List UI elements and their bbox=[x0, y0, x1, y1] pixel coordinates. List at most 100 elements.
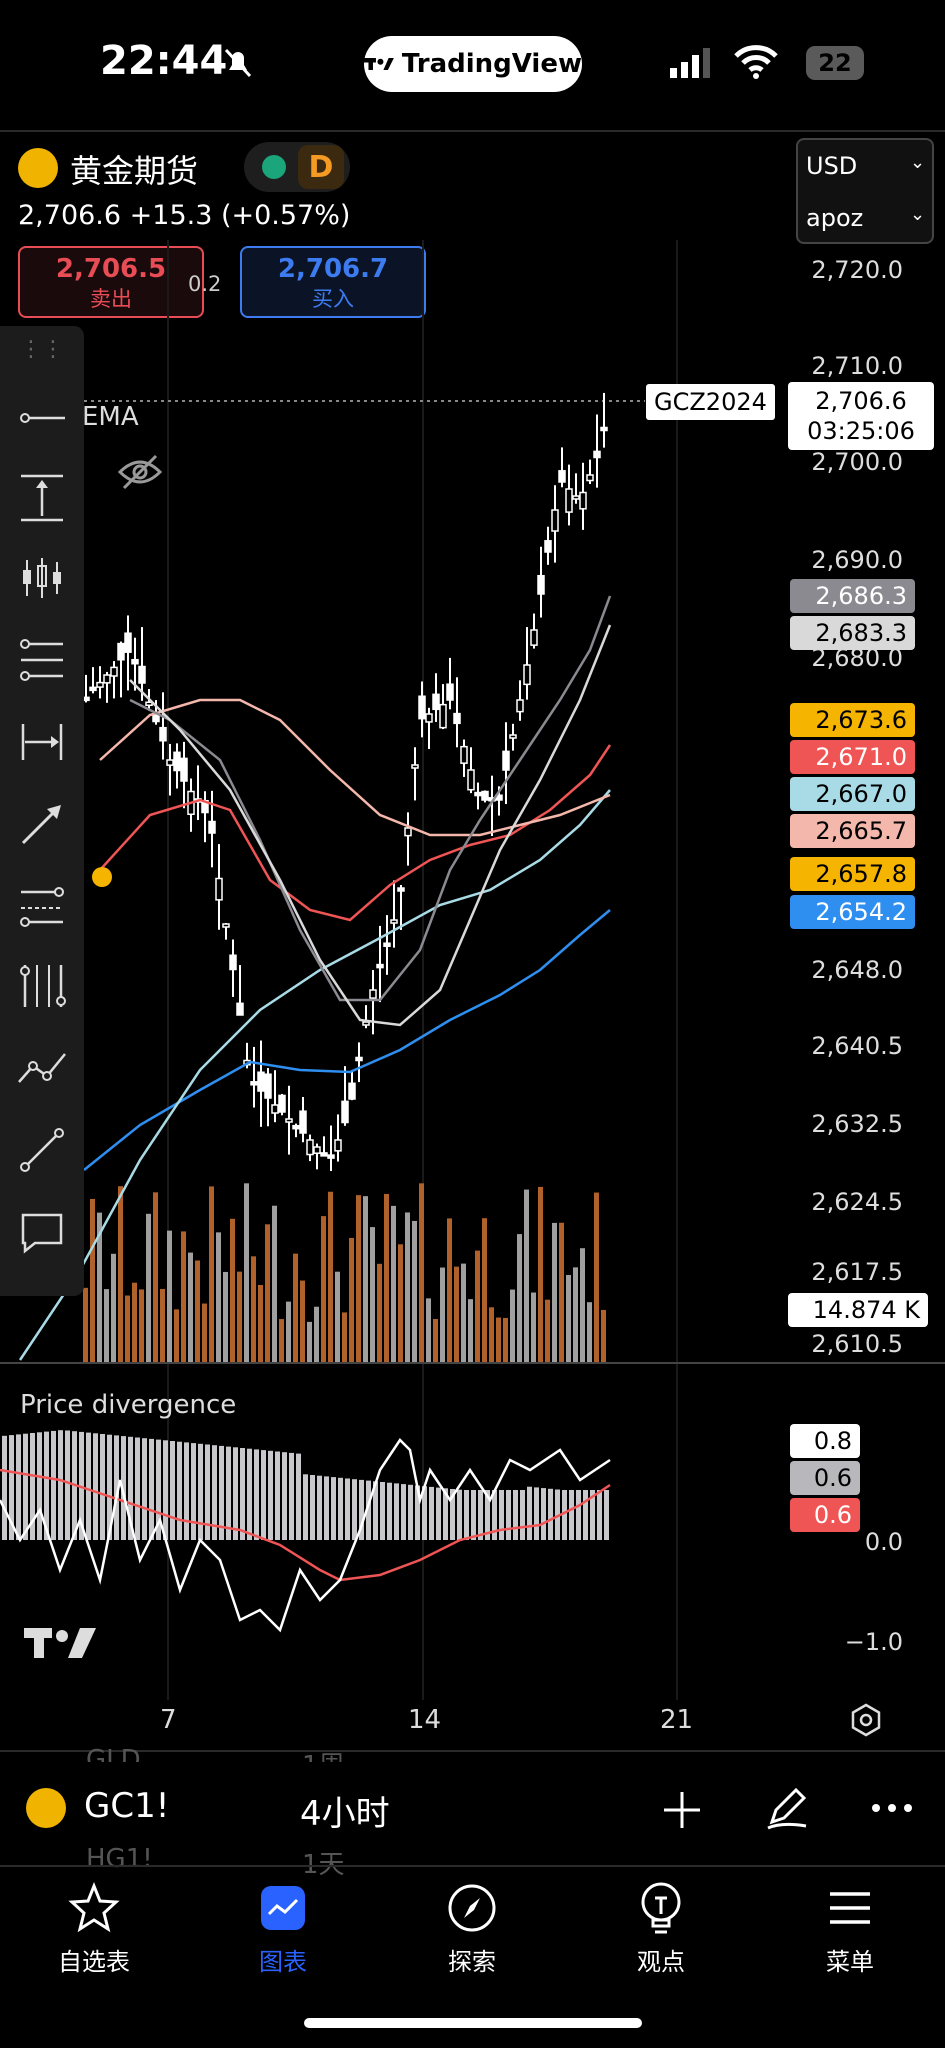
arrow-tool-icon[interactable] bbox=[10, 794, 74, 854]
oscillator-bar bbox=[100, 1434, 105, 1540]
nav-chart[interactable]: 图表 bbox=[213, 1880, 353, 1977]
sell-button[interactable]: 2,706.5 卖出 bbox=[18, 246, 204, 318]
price-axis-label: 2,648.0 bbox=[811, 956, 903, 984]
trend-line-icon[interactable] bbox=[10, 1120, 74, 1180]
volume-bar bbox=[496, 1317, 501, 1362]
bar-countdown: 03:25:06 bbox=[807, 417, 915, 445]
oscillator-title[interactable]: Price divergence bbox=[20, 1390, 237, 1420]
volume-bar bbox=[391, 1205, 396, 1362]
oscillator-bar bbox=[37, 1432, 42, 1540]
osc-axis-label: 0.0 bbox=[864, 1528, 903, 1556]
oscillator-bar bbox=[303, 1474, 308, 1540]
oscillator-bar bbox=[506, 1490, 511, 1540]
price-range-icon[interactable] bbox=[10, 468, 74, 528]
candle bbox=[565, 464, 573, 526]
fib-retracement-icon[interactable] bbox=[10, 630, 74, 690]
oscillator-bar bbox=[23, 1433, 28, 1540]
nav-menu[interactable]: 菜单 bbox=[780, 1880, 920, 1977]
volume-bar bbox=[223, 1271, 228, 1362]
star-icon bbox=[24, 1880, 164, 1936]
ma-line-blue bbox=[83, 909, 611, 1171]
date-range-icon[interactable] bbox=[10, 712, 74, 772]
tradingview-pill[interactable]: TradingView bbox=[364, 36, 582, 92]
comment-tool-icon[interactable] bbox=[10, 1202, 74, 1262]
tradingview-logo-icon bbox=[364, 58, 394, 70]
volume-bar bbox=[258, 1284, 263, 1362]
nav-explore[interactable]: 探索 bbox=[402, 1880, 542, 1977]
volume-bar bbox=[328, 1191, 333, 1362]
oscillator-bar bbox=[233, 1447, 238, 1540]
candle bbox=[404, 812, 412, 866]
price-axis-label: 2,720.0 bbox=[811, 256, 903, 284]
price-axis-label: 2,640.5 bbox=[811, 1032, 903, 1060]
candles-tool-icon[interactable] bbox=[10, 548, 74, 608]
volume-bar bbox=[377, 1263, 382, 1362]
indicator-label[interactable]: EMA bbox=[82, 402, 139, 432]
horizontal-ray-icon[interactable] bbox=[10, 388, 74, 448]
fib-channel-icon[interactable] bbox=[10, 876, 74, 936]
candle bbox=[278, 1093, 286, 1116]
candle bbox=[166, 743, 174, 796]
contract-label: GCZ2024 bbox=[646, 384, 775, 420]
oscillator-bar bbox=[30, 1433, 35, 1540]
add-icon[interactable] bbox=[660, 1788, 704, 1832]
candle bbox=[89, 667, 97, 694]
status-time: 22:44 bbox=[100, 38, 228, 84]
divider bbox=[0, 130, 945, 132]
oscillator-bar bbox=[520, 1490, 525, 1540]
pen-icon[interactable] bbox=[762, 1782, 812, 1832]
volume-bar bbox=[517, 1234, 522, 1362]
drag-handle-icon[interactable]: ⋮⋮ bbox=[20, 336, 64, 362]
candle bbox=[187, 778, 195, 832]
volume-bar bbox=[545, 1299, 550, 1362]
oscillator-bar bbox=[58, 1430, 63, 1540]
ma-line-red bbox=[99, 744, 612, 922]
candle bbox=[313, 1143, 321, 1170]
oscillator-bar bbox=[576, 1490, 581, 1540]
volume-bar bbox=[601, 1309, 606, 1362]
more-icon[interactable] bbox=[868, 1796, 918, 1820]
volume-bar bbox=[587, 1302, 592, 1362]
osc-tag: 0.6 bbox=[790, 1498, 860, 1532]
oscillator-bar bbox=[9, 1435, 14, 1540]
symbol-name[interactable]: 黄金期货 bbox=[70, 152, 199, 190]
candle bbox=[397, 884, 405, 930]
sell-price: 2,706.5 bbox=[55, 254, 167, 284]
chart-settings-icon[interactable] bbox=[848, 1702, 884, 1738]
price-chart[interactable] bbox=[0, 240, 945, 1700]
candle bbox=[460, 739, 468, 777]
volume-bar bbox=[363, 1196, 368, 1362]
candle bbox=[593, 414, 601, 488]
oscillator-bar bbox=[2, 1435, 7, 1540]
candle bbox=[579, 462, 587, 530]
tradingview-pill-label: TradingView bbox=[401, 49, 582, 79]
market-open-dot-icon bbox=[262, 155, 286, 179]
oscillator-bar bbox=[107, 1434, 112, 1540]
candle bbox=[306, 1134, 314, 1162]
candle bbox=[481, 790, 489, 803]
gann-fan-icon[interactable] bbox=[10, 956, 74, 1016]
menu-icon bbox=[780, 1880, 920, 1936]
hidden-eye-icon[interactable] bbox=[116, 452, 164, 492]
ma-tag: 2,657.8 bbox=[790, 857, 915, 891]
candle bbox=[411, 747, 419, 801]
candle bbox=[369, 970, 377, 1035]
nav-watchlist[interactable]: 自选表 bbox=[24, 1880, 164, 1977]
interval-selector[interactable]: 4小时 bbox=[300, 1794, 390, 1834]
buy-button[interactable]: 2,706.7 买入 bbox=[240, 246, 426, 318]
divider bbox=[0, 1865, 945, 1867]
home-indicator[interactable] bbox=[304, 2018, 642, 2028]
volume-bar bbox=[482, 1218, 487, 1362]
currency-selector[interactable]: USD ⌄ apoz ⌄ bbox=[796, 138, 934, 244]
path-tool-icon[interactable] bbox=[10, 1038, 74, 1098]
oscillator-bar bbox=[191, 1443, 196, 1540]
candle bbox=[572, 473, 580, 504]
candle bbox=[229, 939, 237, 997]
candle bbox=[509, 723, 517, 751]
oscillator-bar bbox=[212, 1445, 217, 1540]
oscillator-bar bbox=[121, 1436, 126, 1540]
symbol-selector[interactable]: GC1! bbox=[84, 1786, 170, 1826]
price-axis-label: 2,690.0 bbox=[811, 546, 903, 574]
osc-tag: 0.8 bbox=[790, 1424, 860, 1458]
nav-ideas[interactable]: 观点 bbox=[591, 1880, 731, 1977]
